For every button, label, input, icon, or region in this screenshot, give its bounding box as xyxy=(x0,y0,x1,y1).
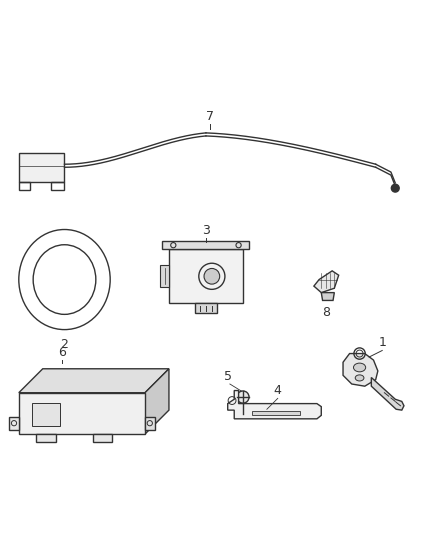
Text: 1: 1 xyxy=(378,336,386,349)
Polygon shape xyxy=(19,154,64,182)
Polygon shape xyxy=(9,417,19,430)
Text: 7: 7 xyxy=(206,110,214,123)
Text: 8: 8 xyxy=(321,305,330,319)
Circle shape xyxy=(391,184,399,192)
Polygon shape xyxy=(162,241,250,249)
Polygon shape xyxy=(19,369,169,393)
Polygon shape xyxy=(19,393,145,434)
Circle shape xyxy=(237,391,249,403)
Polygon shape xyxy=(195,303,217,313)
Polygon shape xyxy=(145,369,169,434)
Ellipse shape xyxy=(355,375,364,381)
Polygon shape xyxy=(228,391,321,419)
Polygon shape xyxy=(321,293,334,301)
Text: 3: 3 xyxy=(202,224,210,237)
Polygon shape xyxy=(160,265,169,287)
Polygon shape xyxy=(36,434,56,442)
Ellipse shape xyxy=(353,363,366,372)
Polygon shape xyxy=(145,417,155,430)
Polygon shape xyxy=(371,377,404,410)
Text: 6: 6 xyxy=(58,346,66,359)
Text: 5: 5 xyxy=(224,370,232,383)
Polygon shape xyxy=(93,434,113,442)
Polygon shape xyxy=(169,249,243,303)
Polygon shape xyxy=(32,403,60,426)
Polygon shape xyxy=(314,271,339,293)
Circle shape xyxy=(204,269,220,284)
Polygon shape xyxy=(343,353,378,386)
Polygon shape xyxy=(252,411,300,415)
Text: 2: 2 xyxy=(60,338,68,351)
Text: 4: 4 xyxy=(274,384,282,397)
